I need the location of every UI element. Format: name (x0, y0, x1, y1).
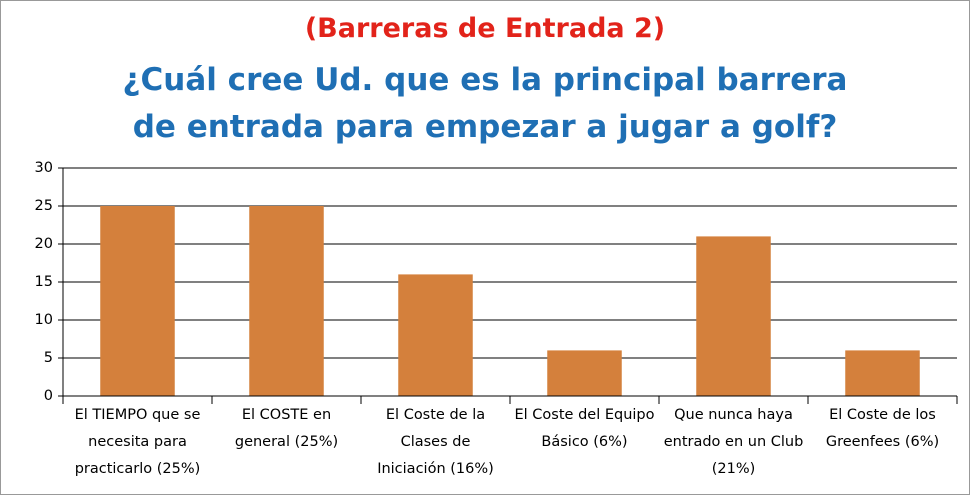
x-tick-label: El Coste de la Clases de Iniciación (16%) (377, 407, 494, 477)
y-tick-label: 0 (44, 388, 53, 404)
chart-title: (Barreras de Entrada 2) (304, 13, 666, 44)
y-tick-label: 25 (35, 198, 53, 214)
x-tick-label: El COSTE en general (25%) (235, 407, 338, 450)
x-tick-label: El TIEMPO que se necesita para practicarlo… (75, 407, 201, 477)
chart-subtitle: ¿Cuál cree Ud. que es la principal barre… (122, 62, 848, 145)
y-tick-label: 5 (44, 350, 53, 366)
x-tick-label: Que nunca haya entrado en un Club (21%) (664, 407, 804, 477)
y-tick-label: 30 (35, 160, 53, 176)
x-tick-label: El Coste de los Greenfees (6%) (826, 407, 939, 450)
bar (547, 350, 622, 396)
bar (845, 350, 920, 396)
y-tick-label: 10 (35, 312, 53, 328)
bar (696, 236, 771, 396)
y-tick-label: 20 (35, 236, 53, 252)
x-tick-label: El Coste del Equipo Básico (6%) (515, 407, 655, 450)
bar (398, 274, 473, 396)
bar (249, 206, 324, 396)
y-tick-label: 15 (35, 274, 53, 290)
bar (100, 206, 175, 396)
